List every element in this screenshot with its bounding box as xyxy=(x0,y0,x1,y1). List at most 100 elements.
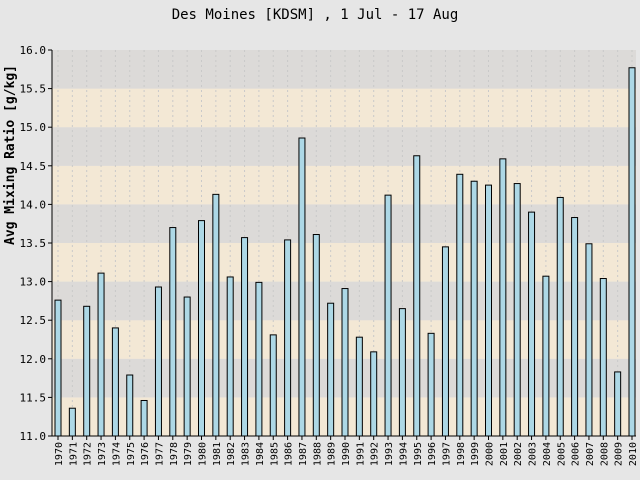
y-tick-label: 14.0 xyxy=(20,198,47,211)
x-tick-label: 2000 xyxy=(485,442,496,466)
background-band xyxy=(52,243,636,282)
x-tick-label: 1995 xyxy=(413,442,424,466)
x-tick-label: 2001 xyxy=(499,442,510,466)
y-tick-label: 13.0 xyxy=(20,276,47,289)
x-tick-label: 2009 xyxy=(614,442,625,466)
bar-1983 xyxy=(241,237,249,437)
x-tick-label: 1971 xyxy=(68,442,79,466)
y-ticks: 11.0 11.5 12.0 12.5 13.0 13.5 14.0 14.5 15.0 15.5… xyxy=(20,44,52,443)
bar-1996 xyxy=(427,332,435,437)
bar-1982 xyxy=(226,276,234,437)
x-tick-label: 1989 xyxy=(327,442,338,466)
x-tick-label: 1982 xyxy=(226,442,237,466)
bar-1984 xyxy=(255,281,263,437)
bar-1970 xyxy=(54,299,62,437)
bar-2007 xyxy=(585,243,593,437)
x-tick-label: 1975 xyxy=(126,442,137,466)
x-tick-label: 1987 xyxy=(298,442,309,466)
bar-1973 xyxy=(97,272,105,437)
bar-1985 xyxy=(269,334,277,437)
x-tick-label: 1983 xyxy=(241,442,252,466)
x-tick-label: 1981 xyxy=(212,442,223,466)
x-tick-label: 1999 xyxy=(470,442,481,466)
bar-1999 xyxy=(470,180,478,437)
x-tick-label: 1990 xyxy=(341,442,352,466)
x-tick-label: 2006 xyxy=(571,442,582,466)
y-tick-label: 14.5 xyxy=(20,160,47,173)
bars xyxy=(54,67,636,437)
bar-1971 xyxy=(68,407,76,437)
bar-1995 xyxy=(413,155,421,437)
bar-2005 xyxy=(556,196,564,437)
bar-1980 xyxy=(198,220,205,437)
bar-1978 xyxy=(169,227,177,437)
x-tick-label: 1978 xyxy=(169,442,180,466)
x-tick-label: 1996 xyxy=(427,442,438,466)
x-tick-label: 2004 xyxy=(542,442,553,466)
bar-1975 xyxy=(126,374,134,437)
y-tick-label: 11.0 xyxy=(20,430,47,443)
x-tick-label: 1970 xyxy=(54,442,65,466)
bar-1990 xyxy=(341,288,349,437)
bar-2003 xyxy=(528,211,536,437)
x-tick-label: 2008 xyxy=(599,442,610,466)
y-tick-label: 13.5 xyxy=(20,237,47,250)
bar-1976 xyxy=(140,399,148,437)
x-tick-label: 1980 xyxy=(198,442,209,466)
y-axis-label: Avg Mixing Ratio [g/kg] xyxy=(3,65,18,245)
bar-1998 xyxy=(456,173,464,437)
background-band xyxy=(52,88,636,128)
x-tick-label: 2002 xyxy=(513,442,524,466)
x-tick-label: 1994 xyxy=(398,442,409,466)
chart-title: Des Moines [KDSM] , 1 Jul - 17 Aug xyxy=(172,7,459,23)
x-tick-label: 2003 xyxy=(528,442,539,466)
x-tick-label: 1998 xyxy=(456,442,467,466)
background-band xyxy=(52,204,636,243)
y-tick-label: 12.0 xyxy=(20,353,47,366)
background-bands xyxy=(52,50,636,436)
bar-1987 xyxy=(298,137,306,437)
bar-1997 xyxy=(441,246,449,437)
x-tick-label: 1976 xyxy=(140,442,151,466)
x-tick-label: 1986 xyxy=(284,442,295,466)
background-band xyxy=(52,50,636,89)
bar-1988 xyxy=(312,234,320,437)
bar-2008 xyxy=(599,278,607,437)
bar-2010 xyxy=(628,67,636,437)
bar-2001 xyxy=(499,158,507,437)
y-tick-label: 15.5 xyxy=(20,83,47,96)
bar-2004 xyxy=(542,275,550,437)
x-ticks: 1970 1971 1972 1973 1974 1975 1976 1977 1978 1979… xyxy=(54,436,639,466)
bar-1986 xyxy=(284,239,292,437)
x-tick-label: 1997 xyxy=(441,442,452,466)
y-tick-label: 12.5 xyxy=(20,314,47,327)
bar-1974 xyxy=(111,327,119,437)
x-tick-label: 2007 xyxy=(585,442,596,466)
bar-2000 xyxy=(485,184,492,437)
y-tick-label: 16.0 xyxy=(20,44,47,57)
bar-1972 xyxy=(83,305,91,437)
bar-1981 xyxy=(212,193,220,437)
x-tick-label: 2010 xyxy=(628,442,639,466)
x-tick-label: 1979 xyxy=(183,442,194,466)
x-tick-label: 1974 xyxy=(111,442,122,466)
x-tick-label: 2005 xyxy=(556,442,567,466)
bar-1993 xyxy=(384,194,392,437)
bar-1991 xyxy=(355,336,363,437)
x-tick-label: 1988 xyxy=(312,442,323,466)
background-band xyxy=(52,165,636,205)
bar-1977 xyxy=(154,286,162,437)
x-tick-label: 1993 xyxy=(384,442,395,466)
y-tick-label: 11.5 xyxy=(20,391,47,404)
bar-1994 xyxy=(398,308,406,437)
bar-1979 xyxy=(183,296,191,437)
background-band xyxy=(52,127,636,166)
x-tick-label: 1985 xyxy=(269,442,280,466)
bar-2006 xyxy=(571,217,579,437)
x-tick-label: 1992 xyxy=(370,442,381,466)
x-tick-label: 1977 xyxy=(154,442,165,466)
bar-1992 xyxy=(370,351,378,437)
x-tick-label: 1972 xyxy=(83,442,94,466)
